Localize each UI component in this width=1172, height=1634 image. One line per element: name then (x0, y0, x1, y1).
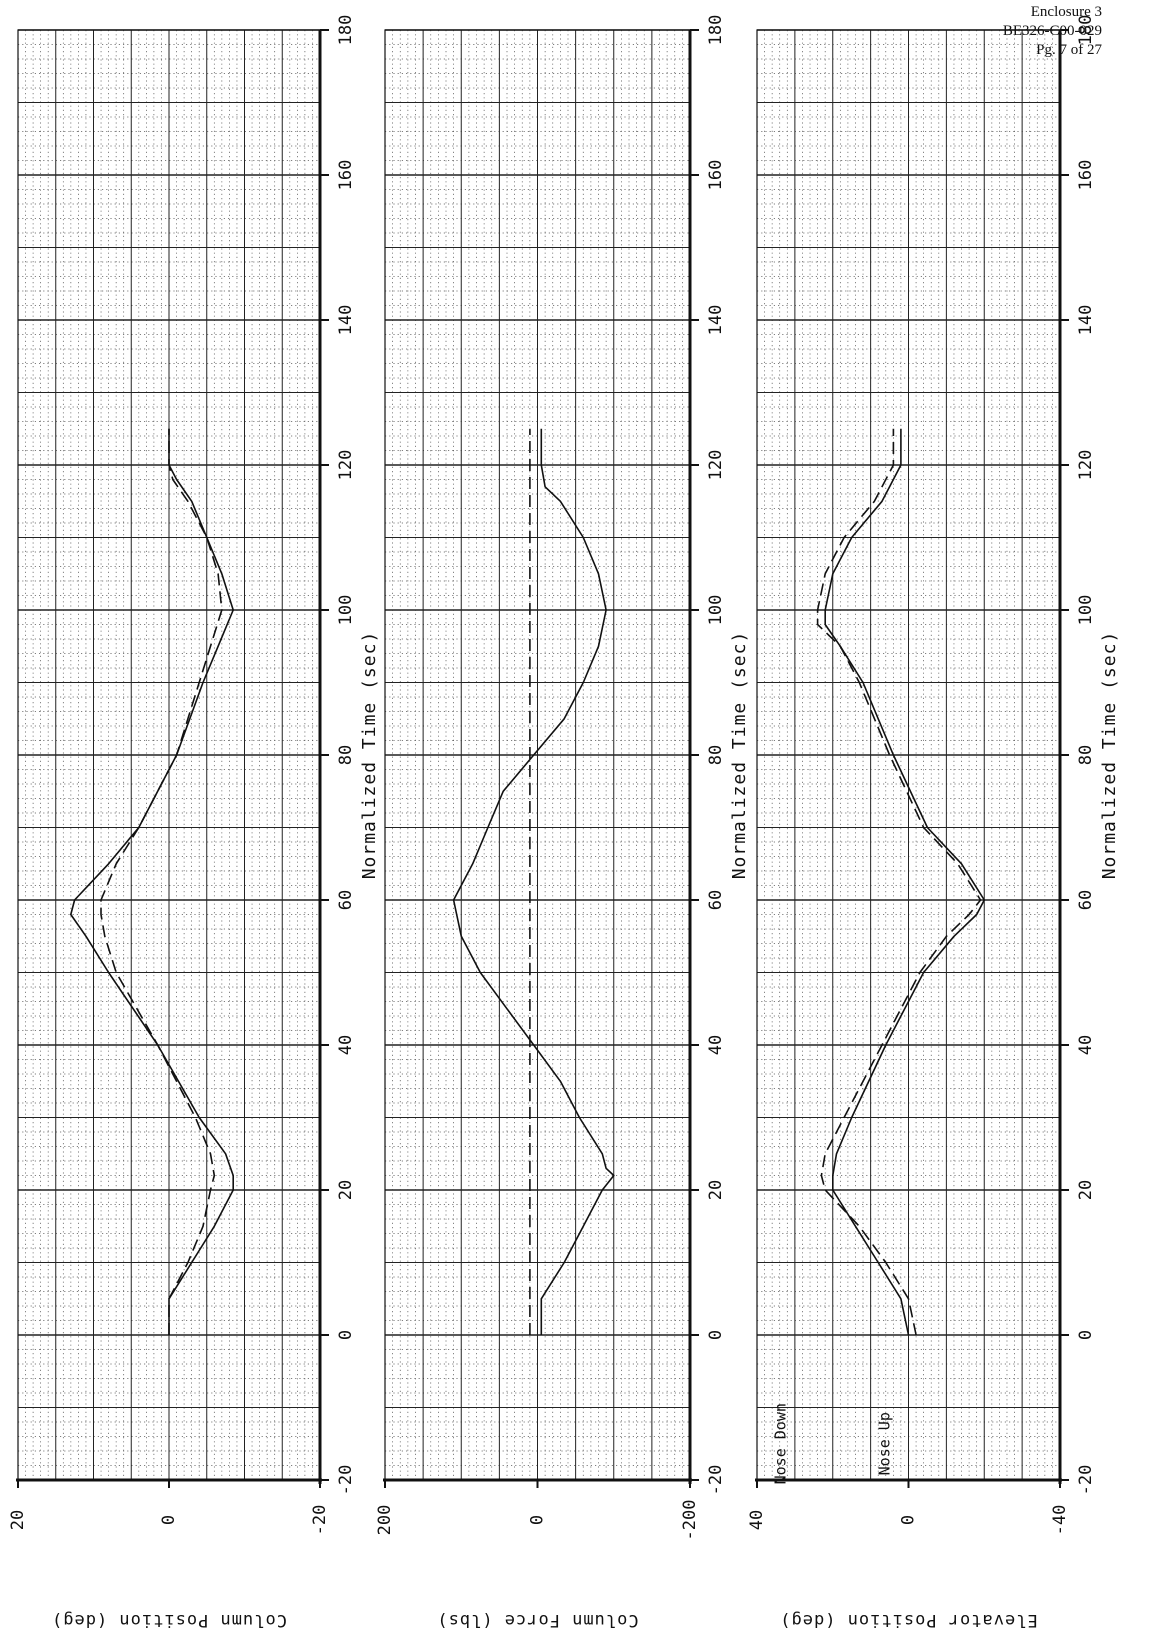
time-tick-label: 100 (706, 595, 726, 626)
time-tick-label: 180 (706, 15, 726, 46)
time-tick-label: 100 (336, 595, 356, 626)
time-tick-label: 60 (1076, 890, 1096, 910)
value-tick-label: 20 (8, 1510, 28, 1530)
value-axis-title: Column Position (deg) (51, 1610, 287, 1630)
annotation-label: Nose Down (772, 1403, 790, 1484)
value-tick-label: 0 (528, 1515, 548, 1525)
time-tick-label: 80 (706, 745, 726, 765)
series-line-solid (452, 428, 615, 1335)
time-tick-label: 80 (1076, 745, 1096, 765)
time-axis-title: Normalized Time (sec) (359, 631, 380, 880)
time-tick-label: 40 (1076, 1035, 1096, 1055)
time-tick-label: 60 (336, 890, 356, 910)
time-tick-label: -20 (1076, 1465, 1096, 1496)
time-tick-label: 140 (336, 305, 356, 336)
time-tick-label: 0 (706, 1330, 726, 1340)
value-tick-label: -20 (310, 1505, 330, 1536)
time-tick-label: 0 (1076, 1330, 1096, 1340)
time-tick-label: 60 (706, 890, 726, 910)
time-tick-label: 40 (336, 1035, 356, 1055)
time-tick-label: 160 (336, 160, 356, 191)
series-line-solid (824, 428, 986, 1336)
page-number: Pg. 7 of 27 (1036, 42, 1102, 58)
grid (384, 29, 691, 1481)
grid (756, 29, 1061, 1481)
time-tick-label: 120 (1076, 450, 1096, 481)
time-tick-label: 120 (706, 450, 726, 481)
time-tick-label: 160 (706, 160, 726, 191)
value-tick-label: 0 (899, 1515, 919, 1525)
time-tick-label: 0 (336, 1330, 356, 1340)
value-tick-label: -40 (1050, 1505, 1070, 1536)
time-tick-label: 140 (1076, 305, 1096, 336)
time-tick-label: 160 (1076, 160, 1096, 191)
time-tick-label: 180 (1076, 15, 1096, 46)
series-line-dashed (100, 428, 223, 1335)
time-axis-title: Normalized Time (sec) (729, 631, 750, 880)
time-tick-label: -20 (706, 1465, 726, 1496)
time-tick-label: 20 (336, 1180, 356, 1200)
time-tick-label: 40 (706, 1035, 726, 1055)
time-tick-label: 120 (336, 450, 356, 481)
enclosure-label: Enclosure 3 (1030, 4, 1102, 20)
time-tick-label: 20 (1076, 1180, 1096, 1200)
chart-panel-3: -20 0 20 40 60 80 100 120 140 160 180 40 0 -40 Elevato… (747, 15, 1120, 1630)
annotation-label: Nose Up (876, 1412, 894, 1475)
grid (17, 29, 321, 1481)
series-line-dashed (816, 428, 982, 1336)
time-tick-label: 100 (1076, 595, 1096, 626)
value-axis-title: Elevator Position (deg) (779, 1610, 1037, 1630)
time-tick-label: -20 (336, 1465, 356, 1496)
time-tick-label: 140 (706, 305, 726, 336)
time-axis-title: Normalized Time (sec) (1099, 631, 1120, 880)
series-line-solid (70, 428, 234, 1335)
value-tick-label: 200 (375, 1505, 395, 1536)
value-tick-label: -200 (680, 1500, 700, 1541)
value-tick-label: 40 (747, 1510, 767, 1530)
time-tick-label: 80 (336, 745, 356, 765)
time-tick-label: 20 (706, 1180, 726, 1200)
value-axis-title: Column Force (lbs) (436, 1610, 638, 1630)
time-tick-label: 180 (336, 15, 356, 46)
value-tick-label: 0 (159, 1515, 179, 1525)
